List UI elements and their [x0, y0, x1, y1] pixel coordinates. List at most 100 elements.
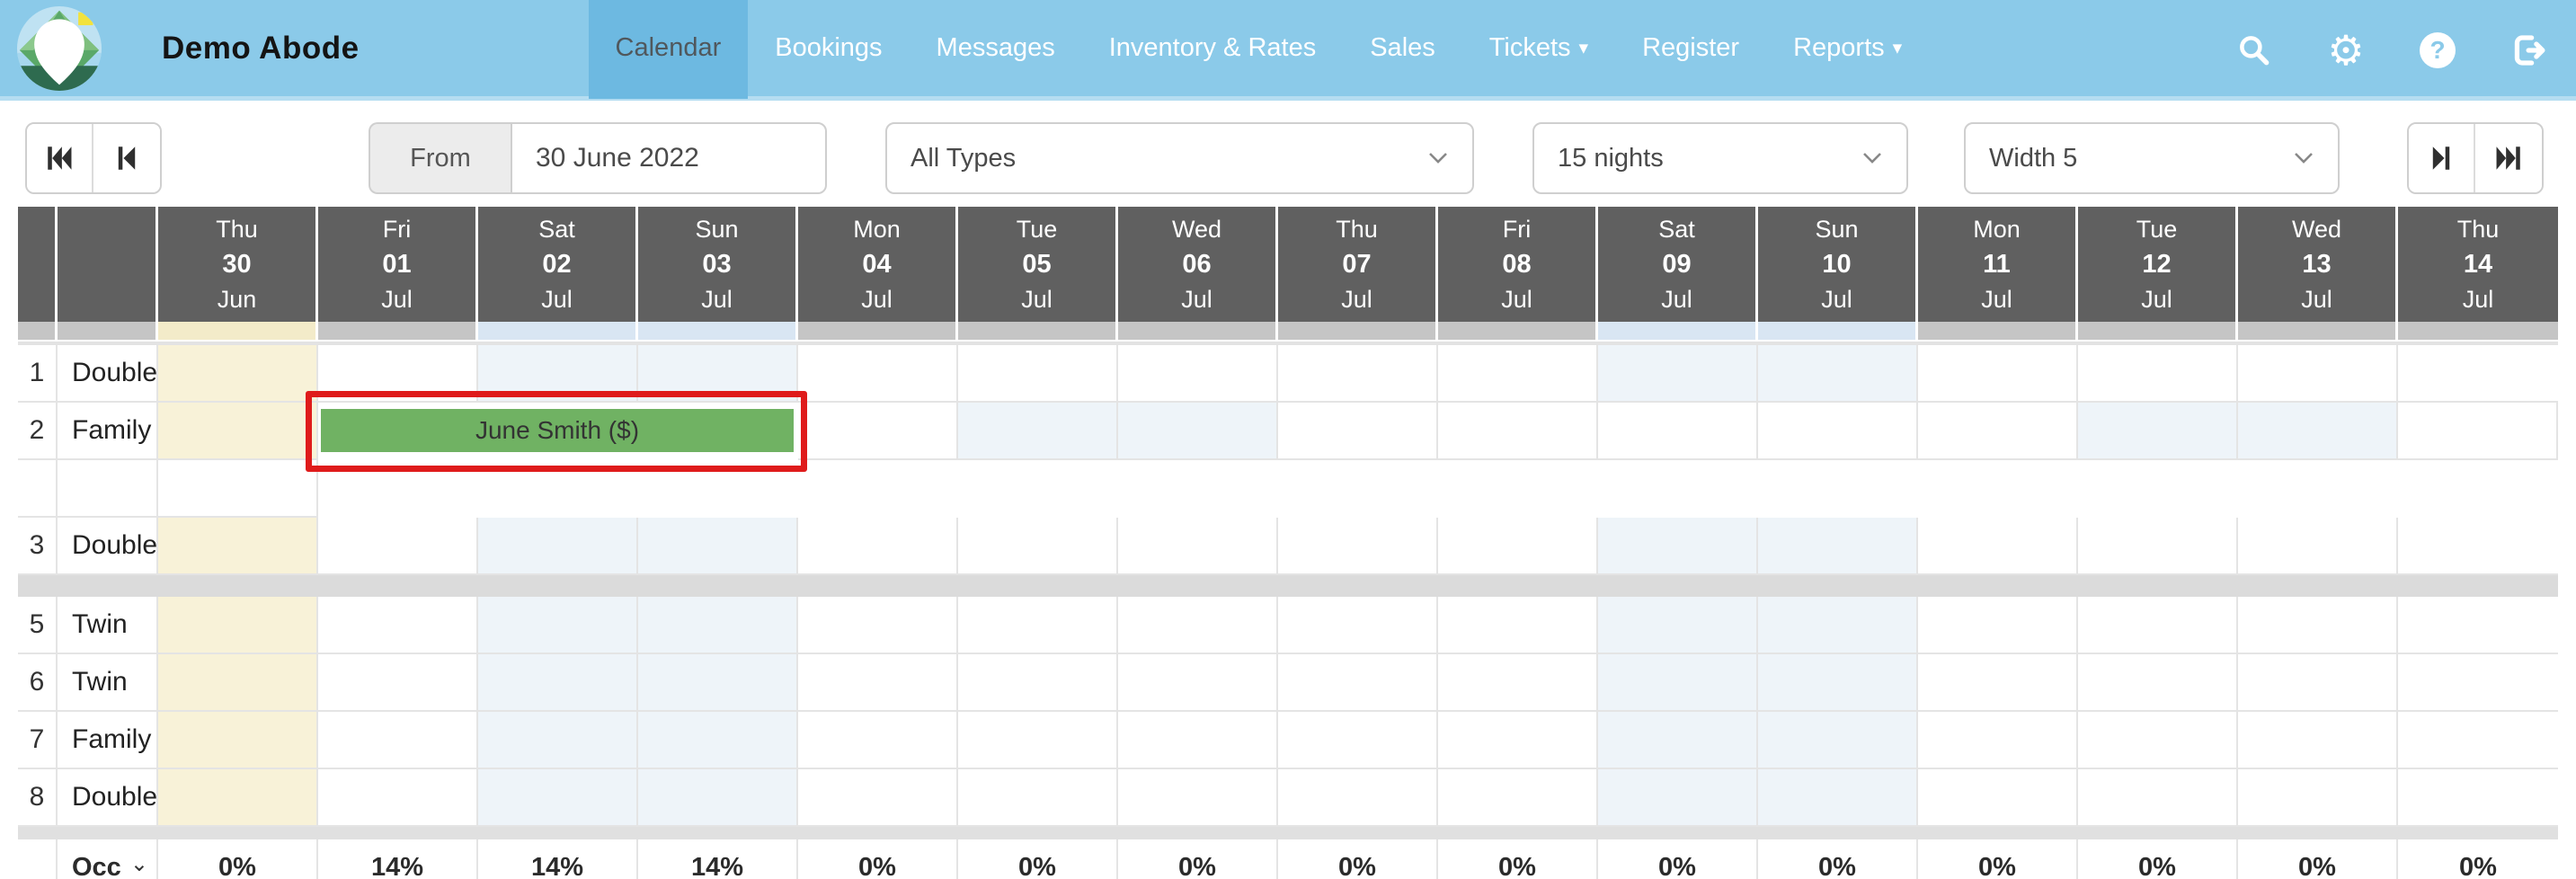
calendar-cell[interactable]: [2078, 712, 2238, 769]
menu-item-register[interactable]: Register: [1615, 0, 1766, 99]
calendar-cell[interactable]: [2078, 518, 2238, 575]
calendar-cell[interactable]: [2398, 518, 2558, 575]
calendar-cell[interactable]: [158, 345, 318, 403]
calendar-cell[interactable]: [1118, 654, 1278, 712]
calendar-cell[interactable]: [1278, 597, 1438, 654]
calendar-cell[interactable]: [1598, 654, 1758, 712]
calendar-cell[interactable]: [1598, 769, 1758, 827]
calendar-cell[interactable]: [798, 712, 958, 769]
calendar-cell[interactable]: [58, 460, 158, 518]
calendar-cell[interactable]: [1758, 403, 1918, 460]
calendar-cell[interactable]: [2238, 518, 2398, 575]
calendar-cell[interactable]: [2078, 597, 2238, 654]
calendar-cell[interactable]: [2398, 597, 2558, 654]
calendar-cell[interactable]: [158, 712, 318, 769]
nights-filter[interactable]: 15 nights: [1532, 122, 1908, 194]
booking-bar[interactable]: June Smith ($): [321, 409, 794, 452]
calendar-cell[interactable]: [318, 597, 478, 654]
calendar-cell[interactable]: [1438, 769, 1598, 827]
calendar-cell[interactable]: [2238, 712, 2398, 769]
calendar-cell[interactable]: [798, 597, 958, 654]
calendar-cell[interactable]: [2398, 345, 2558, 403]
calendar-cell[interactable]: [958, 345, 1118, 403]
calendar-cell[interactable]: [958, 712, 1118, 769]
calendar-cell[interactable]: [158, 654, 318, 712]
room-type-filter[interactable]: All Types: [885, 122, 1474, 194]
calendar-cell[interactable]: [798, 518, 958, 575]
calendar-cell[interactable]: [1918, 654, 2078, 712]
width-filter[interactable]: Width 5: [1964, 122, 2340, 194]
calendar-cell[interactable]: [158, 597, 318, 654]
calendar-cell[interactable]: [318, 654, 478, 712]
menu-item-inventory-rates[interactable]: Inventory & Rates: [1082, 0, 1344, 99]
calendar-cell[interactable]: [1118, 597, 1278, 654]
calendar-cell[interactable]: [958, 518, 1118, 575]
jump-first-button[interactable]: [27, 124, 93, 192]
calendar-cell[interactable]: [1918, 345, 2078, 403]
occupancy-label-cell[interactable]: Occ ⌄: [58, 839, 158, 879]
calendar-cell[interactable]: [1758, 597, 1918, 654]
calendar-cell[interactable]: [1438, 712, 1598, 769]
calendar-cell[interactable]: [798, 769, 958, 827]
calendar-cell[interactable]: [638, 654, 798, 712]
calendar-cell[interactable]: [1278, 345, 1438, 403]
calendar-cell[interactable]: [1918, 712, 2078, 769]
calendar-cell[interactable]: [958, 403, 1118, 460]
calendar-cell[interactable]: [158, 518, 318, 575]
calendar-cell[interactable]: [2398, 769, 2558, 827]
jump-last-button[interactable]: [2475, 124, 2542, 192]
prev-button[interactable]: [93, 124, 160, 192]
menu-item-bookings[interactable]: Bookings: [748, 0, 909, 99]
calendar-cell[interactable]: [638, 597, 798, 654]
menu-item-reports[interactable]: Reports ▾: [1766, 0, 1929, 99]
calendar-cell[interactable]: [1598, 518, 1758, 575]
calendar-cell[interactable]: [2238, 345, 2398, 403]
calendar-cell[interactable]: [1918, 597, 2078, 654]
calendar-cell[interactable]: [1278, 654, 1438, 712]
calendar-cell[interactable]: [1918, 403, 2078, 460]
calendar-cell[interactable]: [2078, 403, 2238, 460]
calendar-cell[interactable]: [958, 654, 1118, 712]
calendar-cell[interactable]: [1278, 712, 1438, 769]
calendar-cell[interactable]: [1598, 403, 1758, 460]
calendar-cell[interactable]: [1758, 712, 1918, 769]
calendar-cell[interactable]: [958, 597, 1118, 654]
calendar-cell[interactable]: [1918, 518, 2078, 575]
calendar-cell[interactable]: [318, 769, 478, 827]
calendar-cell[interactable]: [318, 518, 478, 575]
calendar-cell[interactable]: [1438, 403, 1598, 460]
calendar-cell[interactable]: [1918, 769, 2078, 827]
calendar-cell[interactable]: [2238, 769, 2398, 827]
menu-item-tickets[interactable]: Tickets ▾: [1462, 0, 1615, 99]
calendar-cell[interactable]: [1438, 518, 1598, 575]
search-icon[interactable]: [2234, 31, 2274, 70]
help-icon[interactable]: ?: [2418, 31, 2457, 70]
gear-icon[interactable]: ⚙: [2327, 27, 2365, 74]
menu-item-messages[interactable]: Messages: [910, 0, 1082, 99]
calendar-cell[interactable]: [1438, 345, 1598, 403]
calendar-cell[interactable]: [1278, 403, 1438, 460]
calendar-cell[interactable]: [478, 345, 638, 403]
calendar-cell[interactable]: [1598, 712, 1758, 769]
calendar-cell[interactable]: [318, 712, 478, 769]
calendar-cell[interactable]: [478, 712, 638, 769]
calendar-cell[interactable]: [2078, 654, 2238, 712]
calendar-cell[interactable]: [1758, 518, 1918, 575]
calendar-cell[interactable]: [2398, 403, 2558, 460]
calendar-cell[interactable]: [798, 345, 958, 403]
calendar-cell[interactable]: [1118, 403, 1278, 460]
calendar-cell[interactable]: [1118, 345, 1278, 403]
calendar-cell[interactable]: [638, 345, 798, 403]
next-button[interactable]: [2409, 124, 2475, 192]
calendar-cell[interactable]: [158, 460, 318, 518]
calendar-cell[interactable]: [2398, 654, 2558, 712]
menu-item-calendar[interactable]: Calendar: [588, 0, 749, 99]
calendar-cell[interactable]: [1118, 712, 1278, 769]
calendar-cell[interactable]: [478, 654, 638, 712]
calendar-cell[interactable]: [478, 769, 638, 827]
logout-icon[interactable]: [2509, 31, 2549, 70]
calendar-cell[interactable]: [1758, 654, 1918, 712]
calendar-cell[interactable]: [1438, 654, 1598, 712]
calendar-cell[interactable]: [798, 403, 958, 460]
calendar-cell[interactable]: [1278, 518, 1438, 575]
